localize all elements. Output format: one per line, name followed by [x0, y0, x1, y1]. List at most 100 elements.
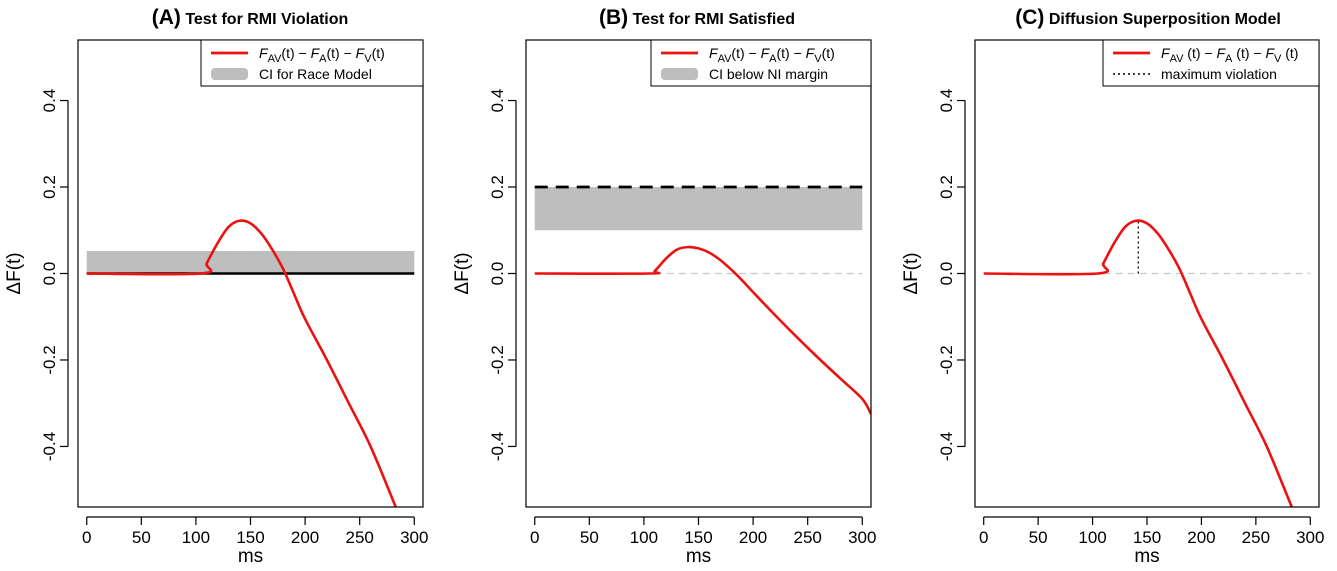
legend-subscript: V — [364, 53, 372, 65]
x-tick-label: 100 — [182, 528, 210, 547]
legend-f: F — [1265, 45, 1275, 61]
x-tick-label: 0 — [530, 528, 539, 547]
legend-f: F — [1161, 45, 1171, 61]
y-tick-label: -0.2 — [488, 345, 507, 374]
panel-letter: (A) — [152, 6, 181, 29]
plot-data — [534, 185, 871, 415]
delta-f-series-line — [534, 245, 871, 415]
x-tick-label: 200 — [1187, 528, 1215, 547]
legend: FAV(t) − FA(t) − FV(t)CI for Race Model — [200, 39, 424, 87]
legend-label: FAV(t) − FA(t) − FV(t) — [709, 45, 835, 65]
x-axis-title: ms — [238, 546, 263, 567]
y-axis-title: ΔF(t) — [452, 252, 473, 294]
panel-title-text: Test for RMI Satisfied — [633, 11, 795, 28]
y-axis-title: ΔF(t) — [4, 252, 25, 294]
x-tick-label: 300 — [848, 528, 876, 547]
legend: FAV(t) − FA(t) − FV(t)CI below NI margin — [650, 39, 872, 87]
panel-title: (A) Test for RMI Violation — [152, 6, 349, 29]
x-tick-label: 300 — [400, 528, 428, 547]
panel-title: (C) Diffusion Superposition Model — [1015, 6, 1281, 29]
plot-data — [983, 219, 1311, 507]
x-tick-label: 0 — [979, 528, 988, 547]
y-tick-label: -0.2 — [937, 345, 956, 374]
legend-f: F — [761, 45, 771, 61]
legend-term: (t) − — [777, 45, 806, 61]
y-axis-title: ΔF(t) — [901, 252, 922, 294]
panel-a: (A) Test for RMI Violation 0 50 100 150 200 25… — [4, 6, 428, 567]
x-tick-label: 0 — [82, 528, 91, 547]
x-tick-label: 100 — [1078, 528, 1106, 547]
legend-term: (t) − — [1232, 45, 1265, 61]
plot-data — [86, 219, 415, 507]
x-tick-label: 150 — [236, 528, 264, 547]
legend-subscript: V — [814, 53, 822, 65]
legend-box — [1102, 39, 1320, 87]
legend-label: FAV(t) − FA(t) − FV(t) — [259, 45, 385, 65]
y-tick-label: 0.2 — [40, 175, 59, 199]
x-tick-label: 50 — [132, 528, 151, 547]
y-tick-label: -0.4 — [488, 432, 507, 461]
legend-term: (t) — [822, 45, 835, 61]
legend-term: (t) − — [1183, 45, 1216, 61]
panel-title: (B) Test for RMI Satisfied — [599, 6, 795, 29]
legend-term: (t) — [372, 45, 385, 61]
y-tick-label: 0.4 — [937, 89, 956, 113]
x-axis-title: ms — [686, 546, 711, 567]
x-tick-label: 50 — [580, 528, 599, 547]
y-tick-label: 0.0 — [937, 262, 956, 286]
x-tick-label: 50 — [1029, 528, 1048, 547]
legend-subscript: A — [769, 53, 777, 65]
legend-subscript: A — [319, 53, 327, 65]
delta-f-series-line — [86, 219, 397, 507]
x-tick-label: 100 — [630, 528, 658, 547]
panel-c: (C) Diffusion Superposition Model 0 50 100 1… — [901, 6, 1324, 567]
legend-term: (t) − — [731, 45, 760, 61]
legend-subscript: V — [1274, 53, 1282, 65]
legend-term: (t) − — [281, 45, 310, 61]
y-tick-label: 0.0 — [488, 262, 507, 286]
x-tick-label: 250 — [793, 528, 821, 547]
legend-label: CI below NI margin — [709, 66, 828, 82]
legend-f: F — [356, 45, 366, 61]
y-tick-label: 0.4 — [488, 89, 507, 113]
legend-f: F — [1216, 45, 1226, 61]
legend-label: maximum violation — [1161, 66, 1277, 82]
legend-f: F — [259, 45, 269, 61]
panel-title-text: Diffusion Superposition Model — [1049, 11, 1281, 28]
ci-band — [86, 251, 415, 274]
legend-f: F — [806, 45, 816, 61]
legend-f: F — [709, 45, 719, 61]
ci-band — [534, 187, 863, 231]
legend-subscript: AV — [268, 53, 283, 65]
panel-title-text: Test for RMI Violation — [185, 11, 348, 28]
legend-subscript: AV — [1170, 53, 1185, 65]
x-tick-label: 300 — [1296, 528, 1324, 547]
legend-label: FAV (t) − FA (t) − FV (t) — [1161, 45, 1298, 65]
x-tick-label: 200 — [291, 528, 319, 547]
legend-term: (t) — [1281, 45, 1298, 61]
delta-f-series-line — [983, 219, 1293, 507]
legend: FAV (t) − FA (t) − FV (t)maximum violati… — [1102, 39, 1320, 87]
x-tick-label: 250 — [1242, 528, 1270, 547]
x-axis-title: ms — [1134, 546, 1159, 567]
legend-band-swatch — [211, 68, 248, 80]
y-tick-label: 0.2 — [488, 175, 507, 199]
legend-term: (t) − — [327, 45, 356, 61]
panel-letter: (C) — [1015, 6, 1044, 29]
x-tick-label: 200 — [739, 528, 767, 547]
x-tick-label: 250 — [345, 528, 373, 547]
x-tick-label: 150 — [684, 528, 712, 547]
y-tick-label: -0.4 — [937, 432, 956, 461]
legend-f: F — [311, 45, 321, 61]
y-tick-label: -0.2 — [40, 345, 59, 374]
x-tick-label: 150 — [1133, 528, 1161, 547]
panel-b: (B) Test for RMI Satisfied 0 50 100 150 200 25… — [452, 6, 876, 567]
y-tick-label: 0.4 — [40, 89, 59, 113]
y-tick-label: 0.2 — [937, 175, 956, 199]
legend-subscript: AV — [718, 53, 733, 65]
legend-subscript: A — [1225, 53, 1233, 65]
y-tick-label: -0.4 — [40, 432, 59, 461]
panel-letter: (B) — [599, 6, 628, 29]
y-tick-label: 0.0 — [40, 262, 59, 286]
